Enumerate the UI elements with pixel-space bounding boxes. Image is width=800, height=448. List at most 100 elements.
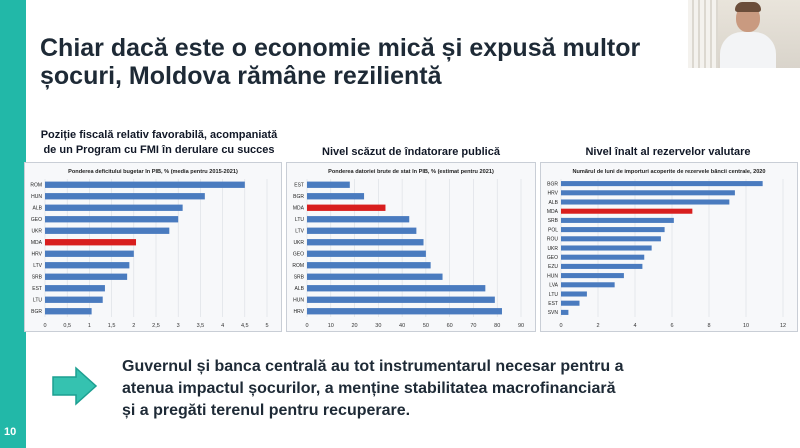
- reserves-category-label: ROU: [547, 237, 559, 243]
- deficit-bar-hrv: [45, 250, 134, 257]
- reserves-category-label: LTU: [549, 292, 558, 298]
- reserves-bar-est: [561, 300, 580, 306]
- debt-bar-alb: [307, 285, 486, 292]
- debt-bar-ltu: [307, 216, 410, 223]
- deficit-x-tick-label: 4: [221, 323, 224, 329]
- reserves-category-label: SVN: [548, 310, 559, 316]
- debt-category-label: GEO: [293, 252, 304, 258]
- debt-category-label: ALB: [295, 286, 305, 292]
- reserves-category-label: EZU: [548, 264, 558, 270]
- reserves-bar-svn: [561, 309, 569, 315]
- debt-x-tick-label: 20: [351, 323, 357, 329]
- slide-title-line-2: șocuri, Moldova rămâne rezilientă: [40, 62, 442, 90]
- deficit-category-label: SRB: [32, 275, 43, 281]
- deficit-x-tick-label: 1: [88, 323, 91, 329]
- reserves-x-tick-label: 6: [670, 323, 673, 329]
- deficit-category-label: MDA: [31, 240, 43, 246]
- reserves-x-tick-label: 2: [596, 323, 599, 329]
- reserves-category-label: HRV: [548, 191, 559, 197]
- reserves-x-tick-label: 10: [743, 323, 749, 329]
- reserves-category-label: POL: [548, 227, 558, 233]
- reserves-bar-srb: [561, 217, 674, 223]
- reserves-category-label: SRB: [548, 218, 559, 224]
- debt-bar-est: [307, 181, 350, 188]
- slide-title-line-1: Chiar dacă este o economie mică și expus…: [40, 34, 641, 62]
- deficit-bar-est: [45, 285, 105, 292]
- reserves-category-label: GEO: [547, 255, 558, 261]
- reserves-chart-title: Numărul de luni de importuri acoperite d…: [572, 169, 765, 175]
- slide-number: 10: [4, 426, 17, 438]
- deficit-bar-srb: [45, 273, 128, 280]
- debt-category-label: LTU: [295, 217, 304, 223]
- deficit-x-tick-label: 4,5: [241, 323, 249, 329]
- deficit-x-tick-label: 5: [265, 323, 268, 329]
- reserves-bar-bgr: [561, 181, 763, 187]
- deficit-category-label: BGR: [31, 309, 42, 315]
- reserves-x-tick-label: 4: [633, 323, 636, 329]
- chart-reserves: Numărul de luni de importuri acoperite d…: [547, 169, 786, 329]
- section-heading-debt: Nivel scăzut de îndatorare publică: [286, 145, 536, 160]
- deficit-x-tick-label: 3,5: [197, 323, 205, 329]
- section-heading-reserves-line-1: Nivel înalt al rezervelor valutare: [585, 146, 751, 158]
- debt-bar-hrv: [307, 308, 502, 315]
- conclusion-line-1: Guvernul și banca centrală au tot instru…: [122, 358, 624, 375]
- reserves-bar-pol: [561, 227, 665, 233]
- deficit-chart-title: Ponderea deficitului bugetar în PIB, % (…: [68, 169, 238, 175]
- conclusion-line-2: atenua impactul șocurilor, a menține sta…: [122, 380, 616, 397]
- deficit-category-label: ALB: [33, 206, 43, 212]
- deficit-x-tick-label: 1,5: [108, 323, 116, 329]
- reserves-bar-ukr: [561, 245, 652, 251]
- debt-bar-srb: [307, 273, 443, 280]
- reserves-category-label: ALB: [549, 200, 559, 206]
- deficit-category-label: ROM: [30, 183, 42, 189]
- presenter-hair: [735, 2, 761, 12]
- debt-category-label: SRB: [294, 275, 305, 281]
- reserves-bar-hun: [561, 273, 624, 279]
- section-heading-fiscal-line-1: Poziție fiscală relativ favorabilă, acom…: [40, 129, 278, 141]
- deficit-bar-geo: [45, 216, 179, 223]
- reserves-bar-mda: [561, 208, 693, 214]
- chart-panel-debt: Ponderea datoriei brute de stat în PIB, …: [286, 162, 536, 332]
- debt-x-tick-label: 10: [328, 323, 334, 329]
- debt-x-tick-label: 50: [423, 323, 429, 329]
- deficit-category-label: GEO: [31, 217, 42, 223]
- presenter-video-thumbnail[interactable]: [688, 0, 800, 68]
- reserves-bar-geo: [561, 254, 645, 260]
- debt-bar-geo: [307, 250, 426, 257]
- deficit-x-tick-label: 0: [43, 323, 46, 329]
- debt-x-tick-label: 70: [470, 323, 476, 329]
- deficit-bar-mda: [45, 239, 137, 246]
- section-heading-reserves: Nivel înalt al rezervelor valutare: [540, 145, 796, 160]
- debt-category-label: EST: [294, 183, 304, 189]
- reserves-x-tick-label: 12: [780, 323, 786, 329]
- conclusion-text: Guvernul și banca centrală au tot instru…: [122, 356, 762, 422]
- deficit-bar-rom: [45, 181, 245, 188]
- reserves-x-tick-label: 0: [559, 323, 562, 329]
- window-blind: [688, 0, 718, 68]
- reserves-category-label: EST: [548, 301, 558, 307]
- reserves-category-label: MDA: [547, 209, 559, 215]
- debt-x-tick-label: 0: [305, 323, 308, 329]
- debt-category-label: UKR: [293, 240, 304, 246]
- reserves-category-label: BGR: [547, 181, 558, 187]
- debt-category-label: HUN: [293, 298, 304, 304]
- reserves-category-label: HUN: [547, 273, 558, 279]
- reserves-bar-hrv: [561, 190, 735, 196]
- slide-title: Chiar dacă este o economie mică și expus…: [40, 34, 680, 90]
- reserves-category-label: UKR: [547, 246, 558, 252]
- debt-chart-title: Ponderea datoriei brute de stat în PIB, …: [328, 169, 494, 175]
- debt-bar-hun: [307, 296, 495, 303]
- deficit-category-label: LTV: [33, 263, 42, 269]
- chart-deficit: Ponderea deficitului bugetar în PIB, % (…: [30, 169, 268, 329]
- conclusion-line-3: și a pregăti terenul pentru recuperare.: [122, 402, 411, 419]
- chart-panel-reserves: Numărul de luni de importuri acoperite d…: [540, 162, 798, 332]
- debt-x-tick-label: 40: [399, 323, 405, 329]
- deficit-x-tick-label: 3: [177, 323, 180, 329]
- deficit-x-tick-label: 2,5: [152, 323, 160, 329]
- presenter-body: [720, 32, 776, 68]
- deficit-bar-alb: [45, 204, 183, 211]
- debt-category-label: LTV: [295, 229, 304, 235]
- accent-sidebar: [0, 0, 26, 448]
- section-heading-debt-line-1: Nivel scăzut de îndatorare publică: [322, 146, 500, 158]
- deficit-category-label: LTU: [33, 298, 42, 304]
